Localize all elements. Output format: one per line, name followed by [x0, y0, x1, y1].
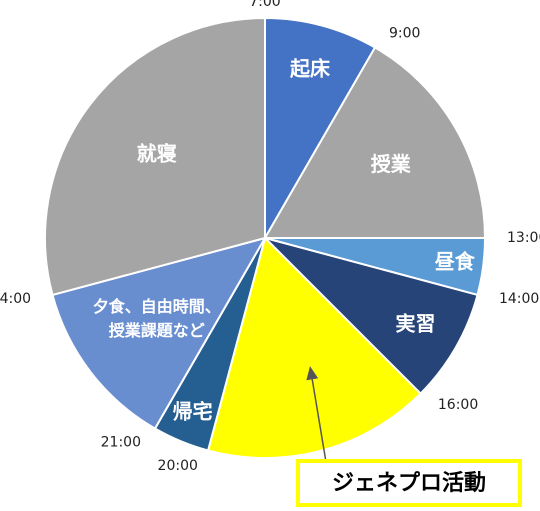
time-label: 13:00 [507, 230, 540, 246]
pie-slice [51, 236, 268, 430]
annotation-label: ジェネプロ活動 [332, 471, 486, 496]
slice-label: 昼食 [435, 249, 476, 273]
slice-label-box: 夕食、自由時間、 授業課題など [92, 297, 221, 341]
annotation-arrow [306, 366, 327, 463]
pie-slice [206, 236, 422, 459]
slice-label: 実習 [396, 311, 436, 335]
pie-slice [263, 46, 487, 239]
slice-label: 帰宅 [173, 399, 213, 423]
slice-label: 夕食、自由時間、 授業課題など [92, 297, 221, 341]
time-label: 9:00 [389, 26, 420, 42]
time-label: 7:00 [249, 0, 280, 10]
pie-slice [261, 236, 479, 395]
pie-slice [44, 16, 266, 297]
time-label: 14:00 [499, 291, 539, 307]
annotation-box [296, 459, 522, 507]
time-label: 20:00 [158, 458, 198, 474]
slice-label: 授業 [371, 152, 412, 176]
slice-label: 起床 [289, 57, 331, 81]
pie-slice [264, 16, 377, 242]
time-label: 24:00 [0, 291, 31, 307]
slice-label: 就寝 [137, 141, 177, 165]
time-label: 16:00 [438, 397, 478, 413]
time-label: 21:00 [101, 434, 141, 450]
